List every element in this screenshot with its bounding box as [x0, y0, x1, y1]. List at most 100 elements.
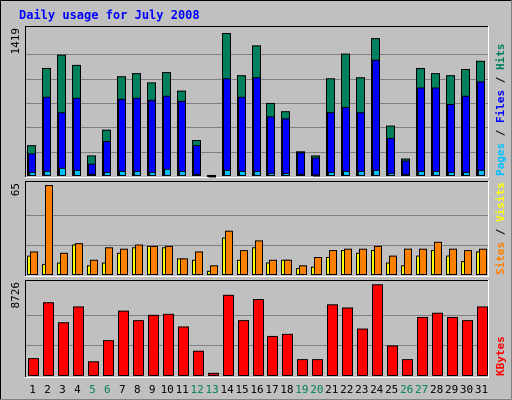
x-tick-day-14: 14: [220, 383, 234, 396]
bot-bar-kbytes-day-31: [477, 306, 488, 376]
x-tick-day-3: 3: [59, 383, 66, 396]
top-bar-pages-day-10: [164, 168, 171, 176]
x-tick-day-7: 7: [119, 383, 126, 396]
x-tick-day-12: 12: [190, 383, 203, 396]
x-tick-day-6: 6: [104, 383, 111, 396]
top-bar-pages-day-17: [268, 172, 275, 176]
mid-bar-sites-day-26: [404, 248, 412, 275]
top-legend: Pages / Files / Hits: [494, 44, 507, 177]
mid-bar-sites-day-12: [195, 251, 203, 275]
x-tick-day-8: 8: [134, 383, 141, 396]
mid-bar-sites-day-7: [120, 248, 128, 275]
mid-bar-sites-day-1: [30, 251, 38, 275]
legend-hits: Hits: [494, 44, 507, 77]
legend-separator: /: [494, 129, 507, 143]
x-tick-day-20: 20: [310, 383, 323, 396]
top-bar-files-day-27: [417, 87, 425, 176]
bot-bar-kbytes-day-26: [402, 359, 413, 376]
top-max-label: 1419: [9, 28, 22, 55]
bot-bar-kbytes-day-25: [387, 345, 398, 377]
mid-bar-sites-day-29: [449, 248, 457, 275]
top-bar-files-day-7: [118, 98, 126, 176]
bot-bar-kbytes-day-3: [58, 322, 69, 376]
x-tick-day-30: 30: [460, 383, 473, 396]
bot-bar-kbytes-day-15: [238, 320, 249, 377]
mid-bar-sites-day-24: [374, 245, 382, 276]
x-tick-day-9: 9: [149, 383, 156, 396]
x-tick-day-5: 5: [89, 383, 96, 396]
top-bar-pages-day-2: [44, 170, 51, 176]
mid-legend: Sites / Visits: [494, 182, 507, 275]
top-bar-pages-day-13: [209, 175, 216, 178]
x-tick-day-4: 4: [74, 383, 81, 396]
top-bar-pages-day-6: [104, 171, 111, 177]
top-bar-files-day-30: [462, 95, 470, 176]
mid-bar-sites-day-31: [479, 248, 487, 275]
top-bar-pages-day-5: [89, 173, 96, 177]
bot-bar-kbytes-day-7: [118, 310, 129, 377]
legend-kbytes: KBytes: [494, 336, 507, 376]
top-bar-pages-day-15: [239, 170, 246, 176]
top-bar-pages-day-29: [448, 171, 455, 177]
top-bar-files-day-2: [43, 96, 51, 176]
top-bar-pages-day-7: [119, 170, 126, 176]
top-bar-pages-day-4: [74, 169, 81, 177]
top-bar-files-day-17: [267, 116, 275, 176]
top-bar-pages-day-24: [373, 169, 380, 177]
top-bar-pages-day-25: [388, 172, 395, 176]
top-bar-files-day-22: [342, 107, 350, 176]
mid-bar-sites-day-6: [105, 247, 113, 276]
bot-bar-kbytes-day-16: [253, 299, 264, 376]
x-tick-day-16: 16: [250, 383, 263, 396]
bot-bar-kbytes-day-19: [297, 359, 308, 376]
mid-bar-sites-day-21: [329, 250, 337, 275]
top-bar-files-day-25: [387, 137, 395, 176]
top-bar-pages-day-14: [224, 169, 231, 177]
top-bar-files-day-19: [297, 152, 305, 177]
top-bar-files-day-14: [223, 78, 231, 176]
chart-title: Daily usage for July 2008: [19, 8, 200, 22]
top-bar-files-day-5: [88, 163, 96, 176]
bot-max-label: 8726: [9, 282, 22, 309]
x-tick-day-24: 24: [370, 383, 384, 396]
x-tick-day-31: 31: [475, 383, 488, 396]
bot-bar-kbytes-day-29: [447, 316, 458, 377]
top-bar-files-day-29: [447, 103, 455, 176]
mid-bar-sites-day-8: [135, 244, 143, 276]
bot-bar-kbytes-day-20: [312, 359, 323, 376]
mid-bar-sites-day-25: [389, 255, 397, 276]
bot-bar-kbytes-day-21: [327, 304, 338, 376]
mid-bar-sites-day-20: [314, 257, 322, 275]
x-tick-day-2: 2: [44, 383, 51, 396]
x-tick-day-17: 17: [265, 383, 278, 396]
bot-bar-kbytes-day-13: [208, 372, 219, 376]
mid-bar-sites-day-10: [165, 245, 173, 276]
x-tick-day-10: 10: [161, 383, 174, 396]
bot-bar-kbytes-day-23: [357, 328, 368, 376]
x-tick-day-29: 29: [445, 383, 458, 396]
legend-files: Files: [494, 90, 507, 130]
x-tick-day-22: 22: [340, 383, 353, 396]
x-tick-day-27: 27: [415, 383, 428, 396]
top-bar-pages-day-20: [313, 174, 320, 177]
bot-bar-kbytes-day-27: [417, 316, 428, 377]
bot-bar-kbytes-day-9: [148, 314, 159, 377]
mid-bar-sites-day-5: [90, 259, 98, 275]
mid-bar-sites-day-30: [464, 250, 472, 275]
mid-bar-sites-day-4: [75, 243, 83, 275]
top-bar-pages-day-22: [343, 170, 350, 176]
mid-bar-sites-day-3: [60, 252, 68, 276]
legend-separator: /: [494, 76, 507, 90]
top-bar-files-day-26: [402, 160, 410, 176]
x-tick-day-13: 13: [205, 383, 218, 396]
top-bar-pages-day-30: [463, 171, 470, 177]
top-bar-pages-day-9: [149, 171, 156, 177]
top-bar-pages-day-23: [358, 170, 365, 176]
top-bar-files-day-31: [477, 81, 485, 176]
legend-visits: Visits: [494, 182, 507, 228]
top-bar-pages-day-31: [478, 169, 485, 177]
top-bar-pages-day-19: [298, 173, 305, 177]
mid-panel: 65 Sites / Visits: [9, 181, 507, 277]
bot-bar-kbytes-day-30: [462, 320, 473, 377]
x-tick-day-23: 23: [355, 383, 368, 396]
